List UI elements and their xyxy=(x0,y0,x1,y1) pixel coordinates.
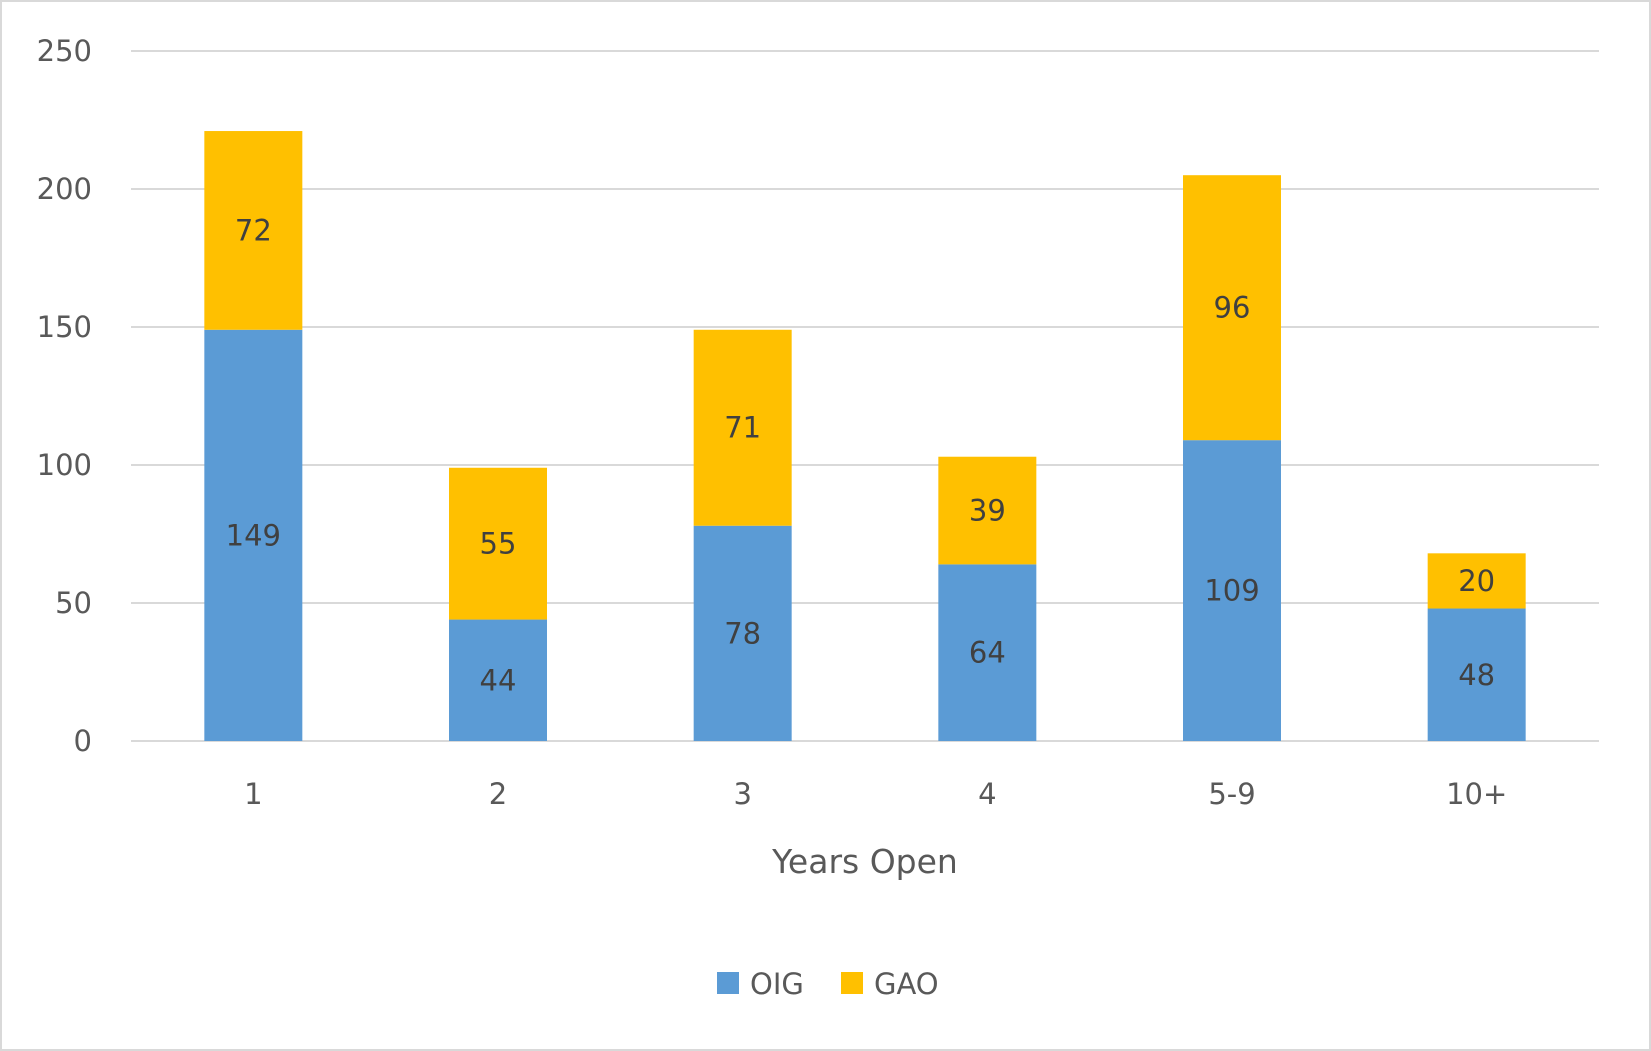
bar-oig-10+ xyxy=(1427,608,1526,741)
gridlines xyxy=(131,50,1599,742)
data-label-oig-4: 64 xyxy=(969,636,1006,670)
bars xyxy=(204,131,1526,741)
y-tick-label: 0 xyxy=(74,724,92,758)
y-tick-label: 200 xyxy=(37,172,92,206)
y-tick-label: 150 xyxy=(37,310,92,344)
data-label-oig-3: 78 xyxy=(724,616,761,650)
x-tick-label: 4 xyxy=(978,777,996,811)
x-tick-label: 3 xyxy=(733,777,751,811)
legend-swatch-gao xyxy=(841,972,863,994)
x-axis-ticks: 1 2 3 4 5-9 10+ xyxy=(244,777,1507,811)
legend-swatch-oig xyxy=(717,972,739,994)
x-tick-label: 1 xyxy=(244,777,262,811)
data-label-oig-5-9: 109 xyxy=(1204,574,1259,608)
bar-oig-5-9 xyxy=(1183,440,1281,741)
bar-oig-1 xyxy=(204,329,303,741)
x-tick-label: 10+ xyxy=(1446,777,1507,811)
y-axis-ticks: 0 50 100 150 200 250 xyxy=(37,34,92,758)
x-tick-label: 5-9 xyxy=(1208,777,1255,811)
bar-oig-2 xyxy=(449,619,547,741)
data-labels: 149 72 44 55 78 71 64 39 109 96 48 20 xyxy=(226,213,1495,697)
bar-gao-5-9 xyxy=(1183,175,1281,441)
data-label-gao-10+: 20 xyxy=(1458,564,1495,598)
data-label-gao-1: 72 xyxy=(235,213,272,247)
bar-oig-3 xyxy=(693,525,792,741)
data-label-oig-2: 44 xyxy=(480,663,517,697)
y-tick-label: 50 xyxy=(55,586,92,620)
x-axis-title: Years Open xyxy=(771,842,958,881)
data-label-gao-4: 39 xyxy=(969,494,1006,528)
bar-gao-1 xyxy=(204,131,303,330)
data-label-oig-10+: 48 xyxy=(1458,658,1495,692)
bar-oig-4 xyxy=(938,564,1037,741)
x-tick-label: 2 xyxy=(489,777,507,811)
y-tick-label: 100 xyxy=(37,448,92,482)
legend-label-oig: OIG xyxy=(750,967,804,1001)
y-tick-label: 250 xyxy=(37,34,92,68)
bar-gao-3 xyxy=(693,329,792,526)
legend: OIG GAO xyxy=(717,967,939,1001)
data-label-gao-3: 71 xyxy=(724,411,761,445)
data-label-gao-2: 55 xyxy=(480,527,517,561)
bar-gao-2 xyxy=(449,467,547,620)
bar-gao-10+ xyxy=(1427,553,1526,609)
legend-label-gao: GAO xyxy=(874,967,939,1001)
data-label-gao-5-9: 96 xyxy=(1214,291,1251,325)
bar-gao-4 xyxy=(938,456,1037,565)
data-label-oig-1: 149 xyxy=(226,518,281,552)
